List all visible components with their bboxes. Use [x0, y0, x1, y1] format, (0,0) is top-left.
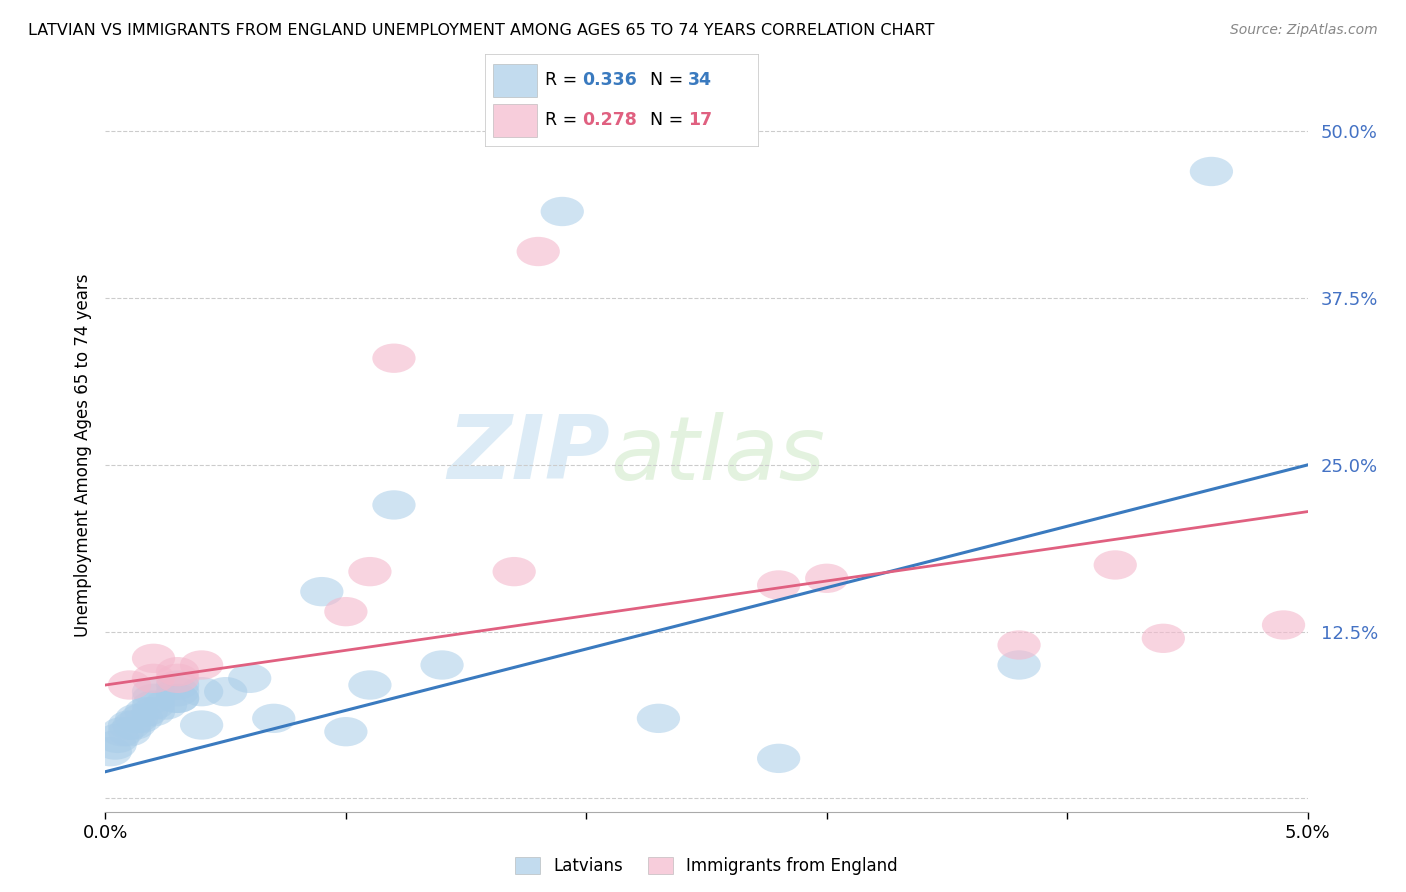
Ellipse shape [373, 343, 416, 373]
Ellipse shape [132, 697, 176, 726]
Y-axis label: Unemployment Among Ages 65 to 74 years: Unemployment Among Ages 65 to 74 years [73, 273, 91, 637]
Ellipse shape [96, 723, 139, 753]
Ellipse shape [125, 697, 167, 726]
Text: R =: R = [546, 112, 583, 129]
Ellipse shape [204, 677, 247, 706]
Ellipse shape [108, 717, 150, 747]
Ellipse shape [115, 704, 159, 733]
Ellipse shape [132, 677, 176, 706]
Ellipse shape [325, 597, 367, 626]
Ellipse shape [156, 664, 200, 693]
Ellipse shape [108, 710, 150, 739]
Ellipse shape [301, 577, 343, 607]
Ellipse shape [997, 631, 1040, 660]
Legend: Latvians, Immigrants from England: Latvians, Immigrants from England [509, 850, 904, 882]
Ellipse shape [806, 564, 848, 593]
Ellipse shape [180, 710, 224, 739]
Ellipse shape [756, 570, 800, 599]
Ellipse shape [1142, 624, 1185, 653]
Ellipse shape [180, 650, 224, 680]
Ellipse shape [997, 650, 1040, 680]
Text: N =: N = [650, 71, 689, 89]
Ellipse shape [156, 670, 200, 699]
Ellipse shape [637, 704, 681, 733]
Text: R =: R = [546, 71, 583, 89]
Text: 17: 17 [688, 112, 711, 129]
FancyBboxPatch shape [494, 104, 537, 136]
Ellipse shape [112, 710, 156, 739]
Ellipse shape [132, 683, 176, 713]
Ellipse shape [1094, 550, 1137, 580]
Ellipse shape [93, 731, 136, 760]
FancyBboxPatch shape [494, 64, 537, 96]
Text: N =: N = [650, 112, 689, 129]
Ellipse shape [132, 690, 176, 720]
Ellipse shape [180, 677, 224, 706]
Ellipse shape [89, 737, 132, 766]
Ellipse shape [252, 704, 295, 733]
Ellipse shape [120, 704, 163, 733]
FancyBboxPatch shape [485, 54, 759, 147]
Ellipse shape [325, 717, 367, 747]
Text: ZIP: ZIP [447, 411, 610, 499]
Ellipse shape [349, 557, 391, 586]
Ellipse shape [101, 717, 143, 747]
Ellipse shape [156, 683, 200, 713]
Ellipse shape [143, 690, 187, 720]
Ellipse shape [492, 557, 536, 586]
Ellipse shape [228, 664, 271, 693]
Ellipse shape [1263, 610, 1305, 640]
Text: LATVIAN VS IMMIGRANTS FROM ENGLAND UNEMPLOYMENT AMONG AGES 65 TO 74 YEARS CORREL: LATVIAN VS IMMIGRANTS FROM ENGLAND UNEMP… [28, 23, 935, 38]
Ellipse shape [156, 683, 200, 713]
Ellipse shape [132, 644, 176, 673]
Ellipse shape [516, 237, 560, 266]
Text: Source: ZipAtlas.com: Source: ZipAtlas.com [1230, 23, 1378, 37]
Ellipse shape [132, 664, 176, 693]
Text: atlas: atlas [610, 412, 825, 498]
Text: 34: 34 [688, 71, 711, 89]
Ellipse shape [156, 657, 200, 686]
Ellipse shape [541, 197, 583, 227]
Text: 0.278: 0.278 [582, 112, 637, 129]
Ellipse shape [108, 670, 150, 699]
Ellipse shape [349, 670, 391, 699]
Ellipse shape [756, 744, 800, 773]
Ellipse shape [156, 677, 200, 706]
Ellipse shape [373, 491, 416, 520]
Ellipse shape [420, 650, 464, 680]
Ellipse shape [1189, 157, 1233, 186]
Text: 0.336: 0.336 [582, 71, 637, 89]
